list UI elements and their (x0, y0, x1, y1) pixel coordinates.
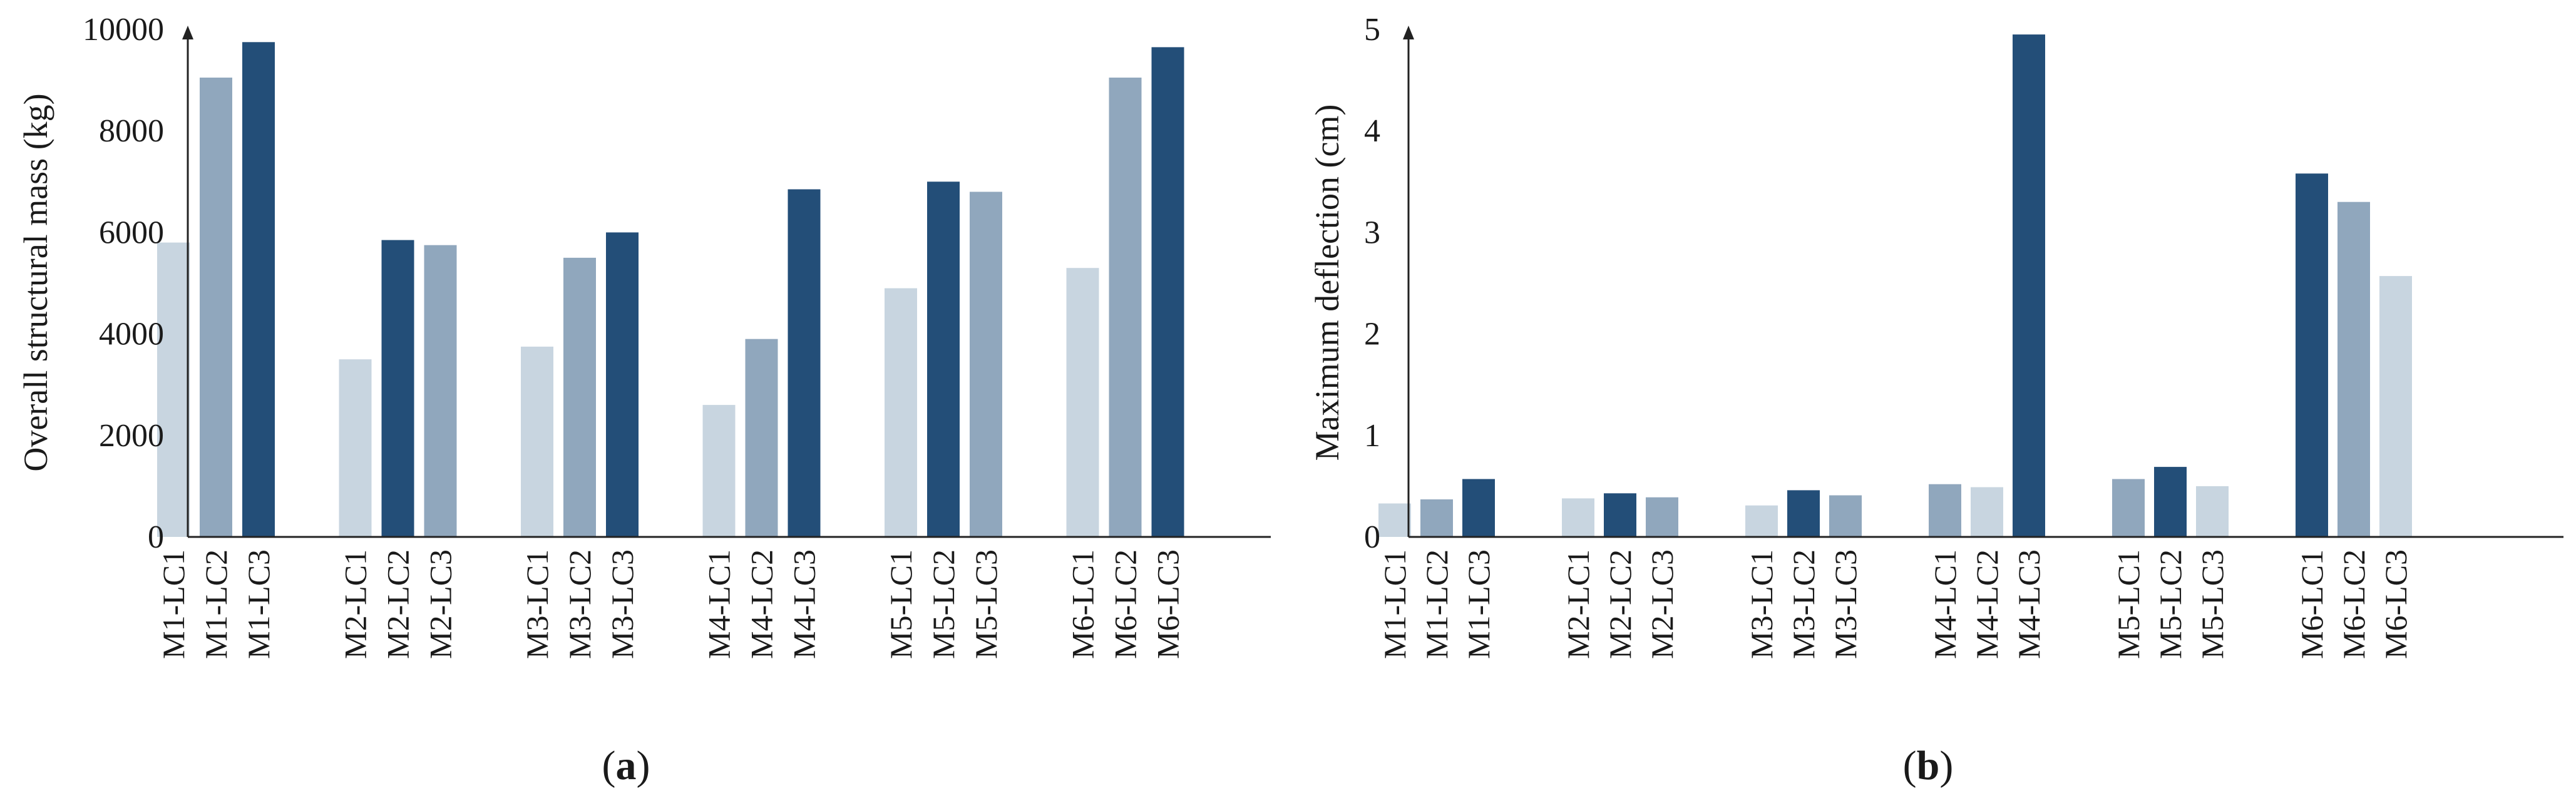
x-tick-label: M6-LC3 (2378, 549, 2413, 659)
bar-m4-lc3 (2013, 34, 2045, 538)
bar-m1-lc1 (1378, 503, 1411, 537)
bar-m5-lc1 (2112, 479, 2145, 537)
bar-m3-lc2 (563, 257, 596, 537)
x-tick-label: M3-LC2 (1786, 549, 1821, 659)
x-tick-label: M1-LC1 (156, 549, 191, 659)
bar-m2-lc2 (381, 240, 414, 537)
bar-m6-lc2 (1109, 78, 1142, 537)
x-tick-label: M5-LC2 (2153, 549, 2188, 659)
bar-m3-lc1 (1745, 505, 1778, 537)
x-tick-label: M2-LC3 (1645, 549, 1680, 659)
x-tick-label: M3-LC1 (520, 549, 555, 659)
y-tick-label: 0 (1364, 519, 1380, 555)
x-tick-label: M4-LC1 (1927, 549, 1963, 659)
bar-m1-lc1 (157, 242, 190, 537)
bar-m5-lc3 (2196, 486, 2229, 537)
x-tick-label: M5-LC2 (926, 549, 961, 659)
x-tick-label: M1-LC2 (198, 549, 233, 659)
x-tick-label: M6-LC3 (1151, 549, 1186, 659)
bar-m4-lc1 (702, 405, 736, 537)
bar-m6-lc1 (2296, 173, 2328, 537)
bar-m2-lc3 (424, 245, 457, 537)
x-tick-label: M5-LC3 (2195, 549, 2230, 659)
bar-m4-lc2 (1971, 487, 2003, 537)
x-tick-label: M5-LC1 (2111, 549, 2146, 659)
panel-caption-a: (a) (602, 743, 650, 788)
bar-m3-lc1 (521, 346, 553, 537)
y-tick-label: 10000 (83, 12, 164, 48)
bar-m1-lc2 (200, 78, 232, 537)
x-tick-label: M3-LC3 (605, 549, 640, 659)
x-tick-label: M4-LC3 (787, 549, 822, 659)
x-tick-label: M1-LC1 (1377, 549, 1412, 659)
y-tick-label: 5 (1364, 12, 1380, 48)
y-tick-label: 2000 (99, 418, 164, 454)
y-tick-label: 4 (1364, 113, 1380, 149)
x-tick-label: M2-LC1 (1561, 549, 1596, 659)
x-tick-label: M1-LC3 (241, 549, 276, 659)
bar-m3-lc3 (1829, 495, 1862, 537)
x-tick-label: M5-LC3 (968, 549, 1003, 659)
y-tick-label: 0 (148, 519, 164, 555)
x-tick-label: M4-LC3 (2011, 549, 2046, 659)
bar-m6-lc3 (2379, 276, 2412, 537)
bar-m4-lc2 (745, 339, 778, 537)
bar-m5-lc1 (885, 288, 917, 537)
x-tick-label: M2-LC1 (338, 549, 373, 659)
y-tick-label: 1 (1364, 418, 1380, 454)
chart-panel-a: M1-LC1 M1-LC2 M1-LC3 M2-LC1 M2-LC2 M2-LC3 M3-L… (17, 12, 1271, 659)
bar-m1-lc2 (1420, 499, 1453, 537)
x-tick-label: M6-LC2 (1108, 549, 1143, 659)
y-tick-label: 4000 (99, 317, 164, 352)
bar-m6-lc3 (1151, 47, 1184, 537)
bar-m5-lc2 (927, 181, 960, 537)
x-tick-label: M1-LC2 (1419, 549, 1454, 659)
bar-m6-lc2 (2337, 202, 2370, 537)
bar-m3-lc2 (1787, 490, 1820, 537)
x-tick-label: M4-LC2 (744, 549, 779, 659)
bar-m2-lc1 (339, 359, 372, 537)
y-axis-title: Overall structural mass (kg) (17, 93, 54, 471)
bar-m2-lc1 (1562, 498, 1594, 537)
panel-caption-b: (b) (1903, 743, 1954, 788)
x-tick-label: M2-LC2 (381, 549, 416, 659)
bar-m5-lc2 (2154, 467, 2187, 537)
x-tick-label: M4-LC2 (1969, 549, 2004, 659)
y-tick-label: 8000 (99, 113, 164, 149)
x-tick-label: M3-LC3 (1828, 549, 1863, 659)
bar-m2-lc2 (1604, 493, 1636, 537)
bar-m1-lc3 (242, 42, 275, 538)
y-axis-title: Maximum deflection (cm) (1308, 105, 1346, 461)
bar-m2-lc3 (1646, 497, 1678, 537)
x-tick-label: M1-LC3 (1461, 549, 1496, 659)
bar-m1-lc3 (1462, 479, 1495, 537)
y-tick-label: 6000 (99, 215, 164, 250)
x-tick-label: M2-LC2 (1603, 549, 1638, 659)
x-tick-label: M6-LC2 (2336, 549, 2371, 659)
y-axis-arrow (1403, 26, 1414, 39)
bar-m6-lc1 (1066, 268, 1099, 537)
x-tick-label: M4-LC1 (702, 549, 737, 659)
x-tick-label: M2-LC3 (423, 549, 458, 659)
bar-m4-lc3 (788, 189, 821, 537)
bar-m5-lc3 (970, 191, 1002, 537)
bar-m4-lc1 (1929, 484, 1961, 537)
x-tick-label: M3-LC1 (1744, 549, 1779, 659)
chart-panel-b: M1-LC1 M1-LC2 M1-LC3 M2-LC1 M2-LC2 M2-LC3 M3-L… (1308, 12, 2563, 659)
x-tick-label: M5-LC1 (883, 549, 918, 659)
y-tick-label: 3 (1364, 215, 1380, 250)
x-tick-label: M6-LC1 (1065, 549, 1101, 659)
y-tick-label: 2 (1364, 317, 1380, 352)
x-tick-label: M3-LC2 (562, 549, 597, 659)
bar-m3-lc3 (606, 232, 639, 537)
x-tick-label: M6-LC1 (2294, 549, 2329, 659)
y-axis-arrow (182, 26, 193, 39)
